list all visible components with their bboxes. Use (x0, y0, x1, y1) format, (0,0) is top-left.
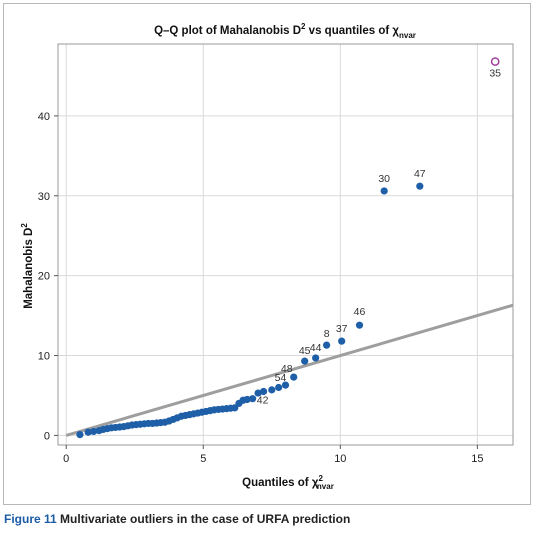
point-label: 46 (354, 306, 366, 318)
data-point (76, 431, 84, 439)
y-tick-label: 0 (44, 430, 50, 442)
point-label: 45 (299, 345, 311, 357)
axes-layer: 0 5 10 15 0 10 20 30 40 (38, 43, 514, 465)
data-point (301, 357, 309, 365)
point-label: 54 (275, 372, 287, 384)
y-tick-label: 20 (38, 271, 50, 283)
x-axis-label: Quantiles of χ2 nvar (242, 474, 334, 491)
points-layer (76, 57, 500, 439)
x-tick-label: 15 (471, 453, 483, 465)
chart-title: Q–Q plot of Mahalanobis D2 vs quantiles … (154, 22, 416, 40)
data-point (243, 395, 251, 404)
data-point (84, 428, 92, 436)
data-point (416, 182, 424, 190)
y-axis-label: Mahalanobis D2 (20, 223, 35, 309)
y-tick-label: 40 (38, 111, 50, 123)
data-point (323, 341, 331, 349)
plot-area-border (57, 43, 514, 446)
point-label: 35 (489, 68, 501, 80)
data-point (281, 381, 290, 389)
data-point (338, 337, 346, 345)
data-point (90, 427, 98, 436)
point-label: 47 (414, 168, 426, 180)
data-point (290, 373, 298, 381)
point-label: 48 (281, 363, 293, 375)
figure-caption-label: Figure 11 (4, 512, 57, 526)
data-point (259, 387, 268, 396)
data-point (275, 383, 283, 392)
x-tick-label: 5 (200, 453, 206, 465)
y-tick-label: 10 (38, 351, 50, 363)
data-point (268, 386, 276, 394)
data-point (312, 354, 320, 362)
point-label: 42 (257, 394, 269, 406)
figure-caption-text: Multivariate outliers in the case of URF… (60, 512, 351, 526)
point-label: 8 (324, 328, 330, 340)
point-label: 37 (336, 323, 348, 335)
reference-line (65, 303, 514, 437)
grid-layer (58, 44, 513, 445)
data-point (249, 395, 257, 403)
y-tick-label: 30 (38, 191, 50, 203)
reference-line-layer (65, 303, 514, 437)
data-point (355, 321, 364, 329)
data-point (254, 389, 262, 397)
point-label: 44 (310, 342, 322, 354)
point-label: 30 (378, 173, 390, 185)
outlier-point (490, 57, 500, 66)
x-tick-label: 0 (63, 453, 69, 465)
figure-caption: Figure 11 Multivariate outliers in the c… (4, 512, 350, 526)
data-point (380, 187, 388, 195)
x-tick-label: 10 (334, 453, 346, 465)
figure-frame (3, 3, 531, 505)
